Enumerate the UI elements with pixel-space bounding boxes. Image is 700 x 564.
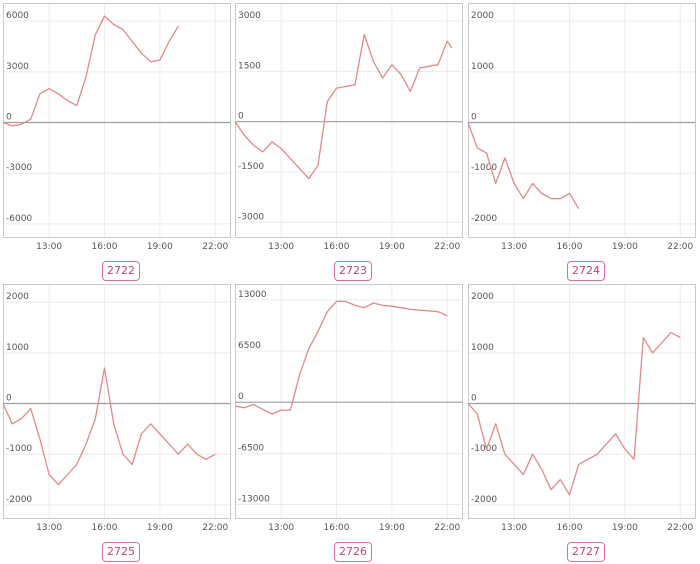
- x-tick-label: 19:00: [379, 523, 405, 533]
- x-tick-label: 16:00: [92, 242, 118, 252]
- y-tick-label: 2000: [471, 292, 494, 302]
- y-tick-label: 6000: [6, 11, 29, 21]
- chart-svg-2727: -2000 -1000 0 1000 2000 13:00 16:00 19:00 22:00: [467, 284, 696, 533]
- y-tick-label: 0: [238, 392, 244, 402]
- y-tick-label: 1000: [471, 62, 494, 72]
- series-line: [467, 122, 580, 210]
- y-tick-label: -1000: [471, 444, 497, 454]
- x-tick-label: 19:00: [612, 242, 638, 252]
- chart-label-badge: 2726: [334, 542, 372, 562]
- x-tick-label: 19:00: [147, 523, 173, 533]
- chart-panel-2725: -2000 -1000 0 1000 2000 13:00 16:00 19:00 22:00 2…: [2, 284, 233, 564]
- x-tick-label: 13:00: [36, 242, 62, 252]
- y-tick-label: -3000: [6, 163, 32, 173]
- chart-panel-2726: -13000 -6500 0 6500 13000 13:00 16:00 19:00 22:0…: [234, 284, 465, 564]
- chart-panel-2722: -6000 -3000 0 3000 6000 13:00 16:00 19:00 22:00 2…: [2, 3, 233, 283]
- chart-svg-2722: -6000 -3000 0 3000 6000 13:00 16:00 19:00 22:00: [2, 3, 231, 252]
- y-tick-label: 1500: [238, 61, 261, 71]
- plot-frame: [235, 284, 463, 519]
- y-tick-label: 0: [238, 112, 244, 122]
- series-line: [234, 33, 453, 180]
- x-tick-label: 22:00: [202, 242, 228, 252]
- x-tick-label: 13:00: [501, 523, 527, 533]
- y-tick-label: 3000: [6, 62, 29, 72]
- x-tick-label: 16:00: [557, 242, 583, 252]
- y-tick-label: -1000: [6, 444, 32, 454]
- chart-panel-2723: -3000 -1500 0 1500 3000 13:00 16:00 19:00 22:00 2…: [234, 3, 465, 283]
- y-tick-label: 0: [471, 394, 477, 404]
- y-tick-label: 1000: [6, 343, 29, 353]
- y-tick-label: -6500: [238, 443, 264, 453]
- x-tick-label: 13:00: [501, 242, 527, 252]
- series-line: [2, 15, 179, 127]
- y-tick-label: 0: [6, 113, 12, 123]
- x-tick-label: 13:00: [36, 523, 62, 533]
- x-tick-label: 16:00: [92, 523, 118, 533]
- chart-svg-2725: -2000 -1000 0 1000 2000 13:00 16:00 19:00 22:00: [2, 284, 231, 533]
- chart-panel-2724: -2000 -1000 0 1000 2000 13:00 16:00 19:00 22:00 2…: [467, 3, 698, 283]
- y-tick-label: -3000: [238, 212, 264, 222]
- chart-label-badge: 2724: [567, 261, 605, 281]
- chart-label-badge: 2723: [334, 261, 372, 281]
- y-tick-label: -1000: [471, 163, 497, 173]
- chart-svg-2724: -2000 -1000 0 1000 2000 13:00 16:00 19:00 22:00: [467, 3, 696, 252]
- y-tick-label: -1500: [238, 162, 264, 172]
- x-tick-label: 22:00: [667, 242, 693, 252]
- series-line: [467, 331, 681, 496]
- y-tick-label: 0: [6, 394, 12, 404]
- x-tick-label: 19:00: [147, 242, 173, 252]
- y-tick-label: -2000: [471, 495, 497, 505]
- y-tick-label: 3000: [238, 11, 261, 21]
- y-tick-label: -6000: [6, 214, 32, 224]
- x-tick-label: 13:00: [268, 523, 294, 533]
- x-tick-label: 19:00: [379, 242, 405, 252]
- y-tick-label: 13000: [238, 290, 267, 300]
- series-line: [2, 367, 216, 486]
- chart-svg-2723: -3000 -1500 0 1500 3000 13:00 16:00 19:00 22:00: [234, 3, 463, 252]
- x-tick-label: 16:00: [557, 523, 583, 533]
- x-tick-label: 22:00: [202, 523, 228, 533]
- y-tick-label: 1000: [471, 343, 494, 353]
- y-tick-label: -13000: [238, 494, 270, 504]
- chart-label-badge: 2725: [102, 542, 140, 562]
- plot-frame: [3, 284, 231, 519]
- x-tick-label: 19:00: [612, 523, 638, 533]
- x-tick-label: 22:00: [667, 523, 693, 533]
- plot-frame: [468, 3, 696, 238]
- x-tick-label: 13:00: [268, 242, 294, 252]
- y-tick-label: 2000: [6, 292, 29, 302]
- chart-label-badge: 2722: [102, 261, 140, 281]
- y-tick-label: 2000: [471, 11, 494, 21]
- x-tick-label: 16:00: [324, 523, 350, 533]
- y-tick-label: 0: [471, 113, 477, 123]
- chart-svg-2726: -13000 -6500 0 6500 13000 13:00 16:00 19:00 22:0…: [234, 284, 463, 533]
- plot-frame: [468, 284, 696, 519]
- chart-label-badge: 2727: [567, 542, 605, 562]
- x-tick-label: 16:00: [324, 242, 350, 252]
- plot-frame: [235, 3, 463, 238]
- plot-frame: [3, 3, 231, 238]
- series-line: [234, 300, 448, 415]
- x-tick-label: 22:00: [434, 242, 460, 252]
- chart-panel-2727: -2000 -1000 0 1000 2000 13:00 16:00 19:00 22:00 2…: [467, 284, 698, 564]
- y-tick-label: -2000: [6, 495, 32, 505]
- y-tick-label: -2000: [471, 214, 497, 224]
- x-tick-label: 22:00: [434, 523, 460, 533]
- y-tick-label: 6500: [238, 341, 261, 351]
